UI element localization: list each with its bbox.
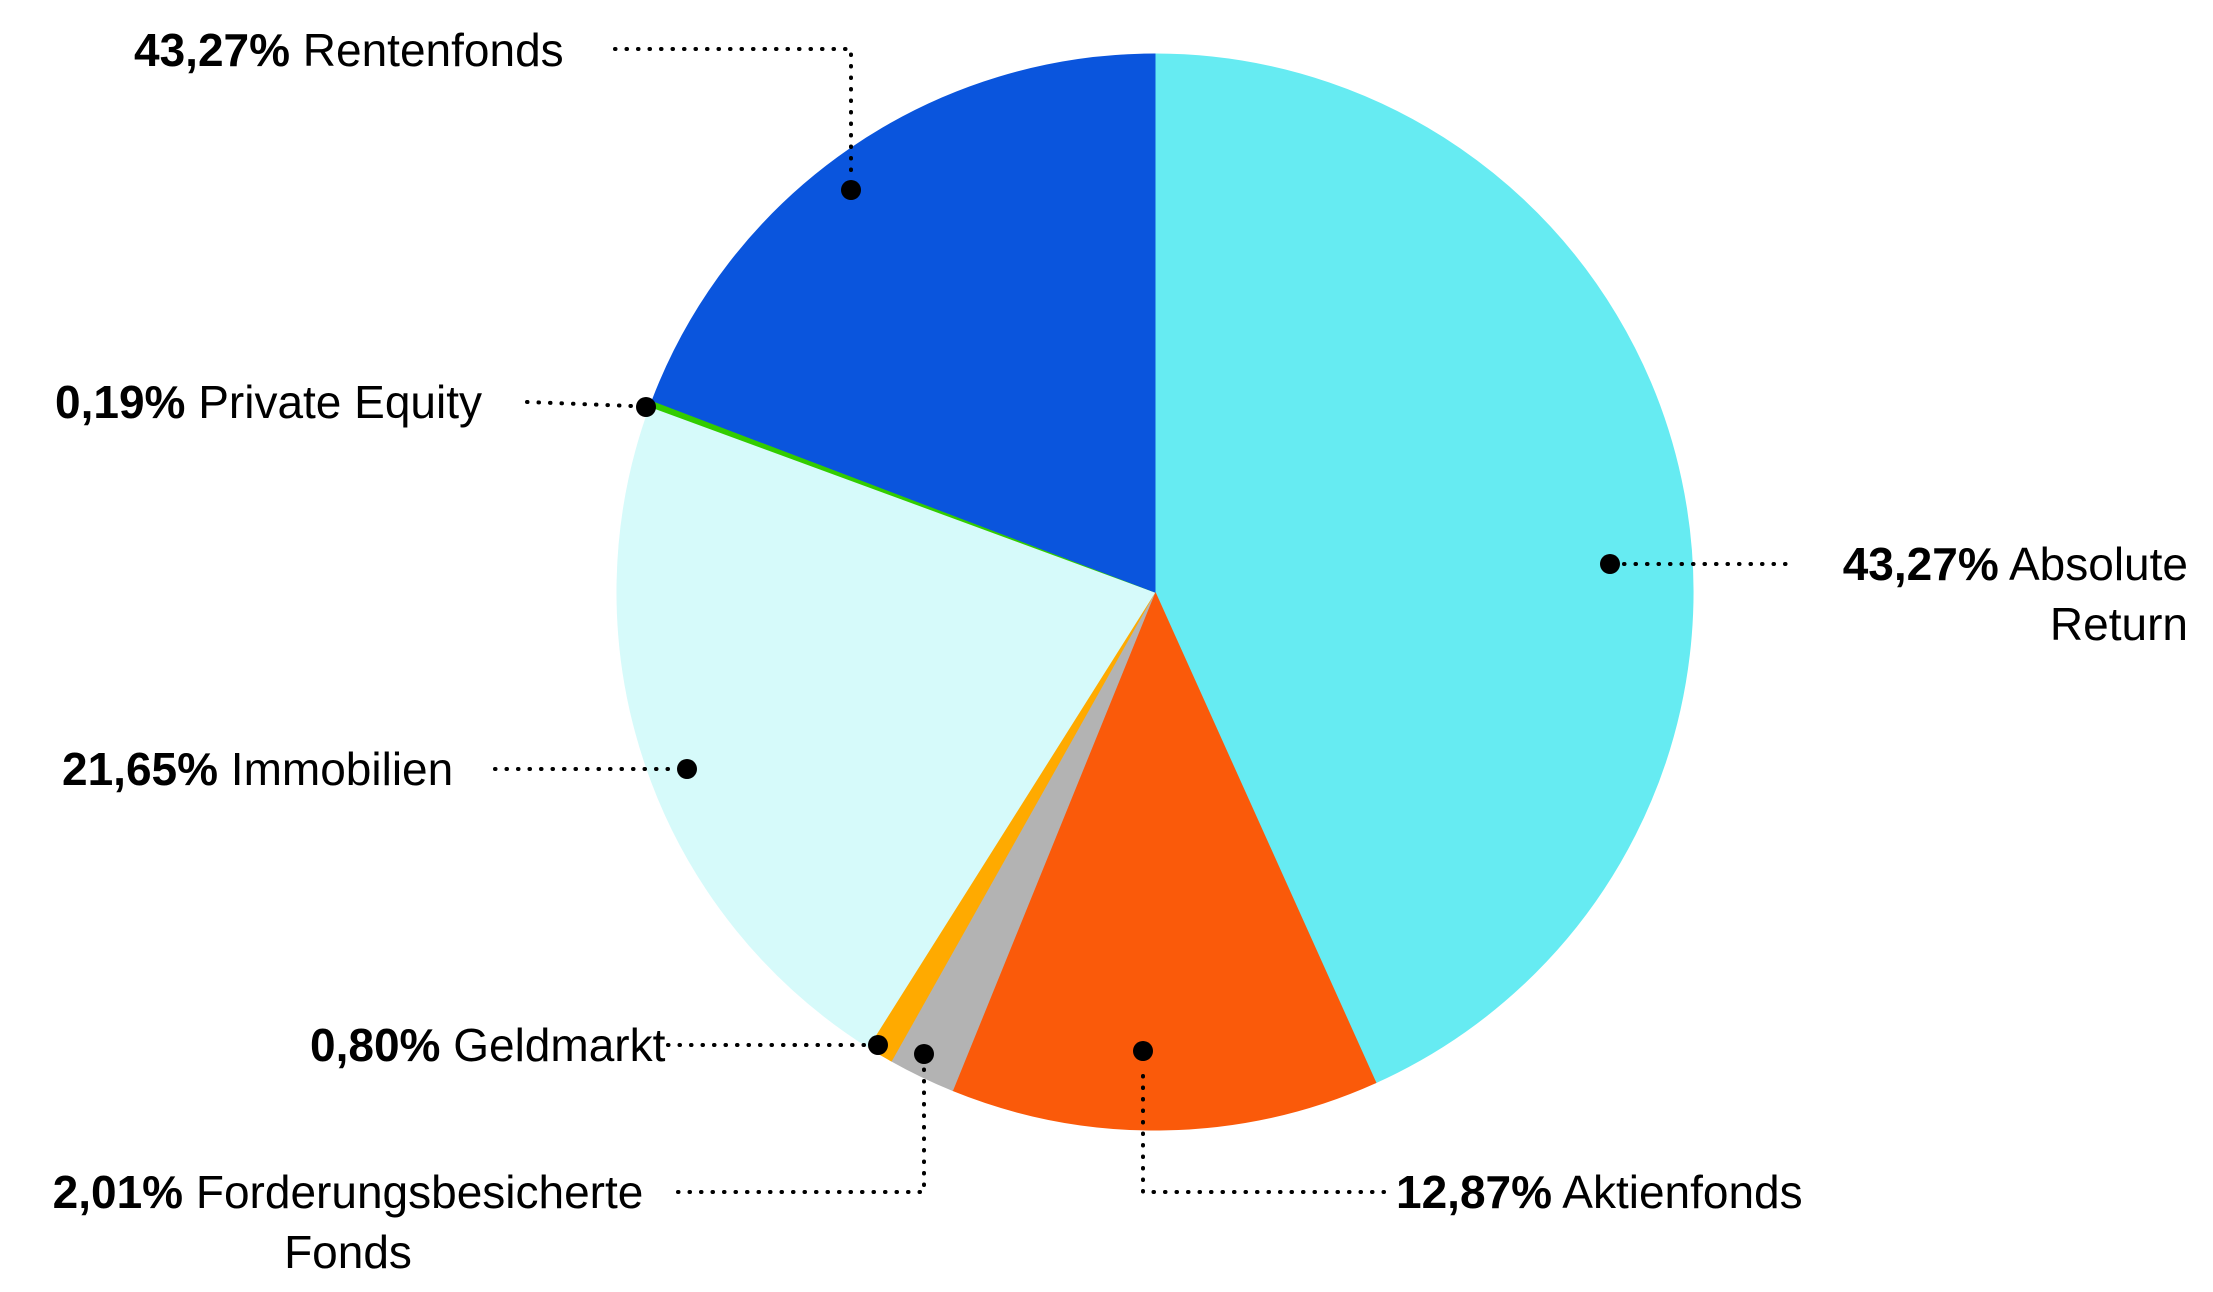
leader-line — [1141, 1063, 1386, 1194]
pie-slice-absolute-return — [1154, 53, 1694, 1084]
callout-dot — [868, 1035, 888, 1055]
callout-dot — [1133, 1041, 1153, 1061]
callout-geldmarkt-name: Geldmarkt — [453, 1019, 666, 1071]
callout-geldmarkt: 0,80% Geldmarkt — [310, 1015, 665, 1075]
callout-rentenfonds-pct: 43,27% — [134, 24, 291, 76]
callout-dot — [914, 1044, 934, 1064]
callout-aktienfonds: 12,87% Aktienfonds — [1396, 1162, 1803, 1222]
pie-slice-rentenfonds — [651, 53, 1156, 593]
callout-private-equity-pct: 0,19% — [55, 376, 186, 428]
leader-line — [525, 400, 634, 408]
callout-forderungsbesicherte-name: Forderungsbesicherte Fonds — [195, 1166, 644, 1278]
callout-immobilien-name: Immobilien — [230, 743, 454, 795]
callout-rentenfonds: 43,27% Rentenfonds — [134, 20, 564, 80]
callout-dot — [1600, 554, 1620, 574]
callout-private-equity-name: Private Equity — [198, 376, 483, 428]
callout-immobilien: 21,65% Immobilien — [62, 739, 453, 799]
callout-aktienfonds-name: Aktienfonds — [1562, 1166, 1803, 1218]
callout-forderungsbesicherte-pct: 2,01% — [52, 1166, 184, 1218]
callout-rentenfonds-name: Rentenfonds — [302, 24, 564, 76]
callout-aktienfonds-pct: 12,87% — [1396, 1166, 1553, 1218]
callout-dot — [636, 397, 656, 417]
callout-dot — [841, 180, 861, 200]
callout-dot — [677, 759, 697, 779]
leader-line — [676, 1066, 926, 1194]
callout-forderungsbesicherte-fonds: 2,01% Forderungsbesicherte Fonds — [28, 1162, 668, 1282]
callout-absolute-return-pct: 43,27% — [1842, 538, 1999, 590]
callout-immobilien-pct: 21,65% — [62, 743, 219, 795]
pie-slice-immobilien — [616, 405, 1156, 1048]
callout-absolute-return: 43,27% Absolute Return — [1800, 534, 2188, 654]
leader-line — [613, 47, 853, 178]
callout-absolute-return-name: Absolute Return — [2008, 538, 2188, 650]
callout-geldmarkt-pct: 0,80% — [310, 1019, 441, 1071]
callout-private-equity: 0,19% Private Equity — [55, 372, 482, 432]
pie-slice-aktienfonds — [951, 590, 1377, 1131]
